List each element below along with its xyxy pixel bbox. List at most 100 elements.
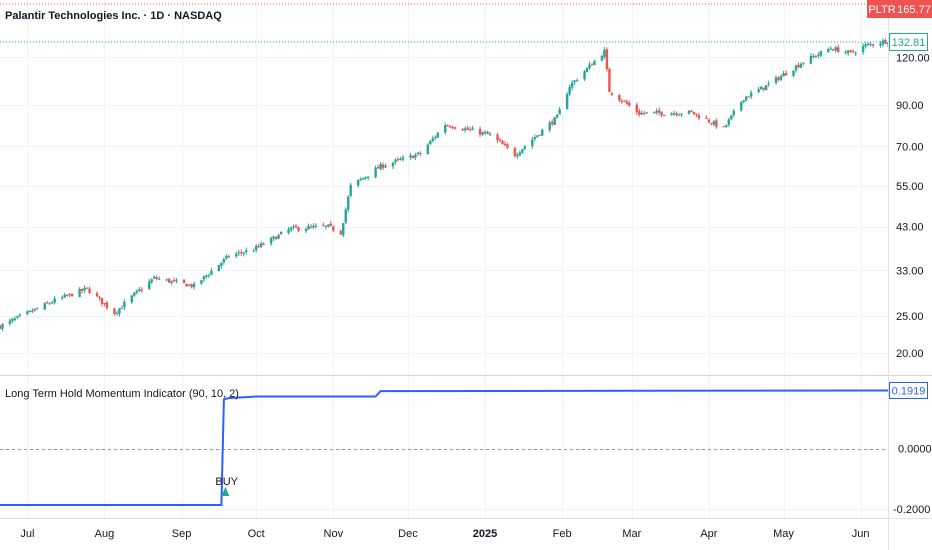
candle [329, 220, 333, 227]
candle [645, 112, 648, 115]
candle [322, 222, 325, 227]
candle [834, 45, 837, 53]
candle [187, 284, 191, 287]
candle [0, 324, 2, 330]
candle [240, 249, 243, 256]
candle [672, 110, 676, 117]
candle [740, 100, 743, 112]
indicator-axis[interactable]: 0.0000 -0.2000 [893, 444, 932, 516]
candle [294, 224, 298, 228]
candle [379, 162, 382, 171]
candle [165, 278, 168, 282]
candle [426, 143, 430, 155]
candle [374, 165, 377, 179]
candle [573, 79, 576, 85]
candle [120, 305, 124, 309]
time-tick-label: Aug [95, 528, 115, 540]
candle [732, 108, 735, 118]
candle [555, 114, 559, 119]
candle [227, 254, 231, 259]
time-tick-label: Mar [622, 528, 641, 540]
candle [695, 113, 698, 118]
candle [777, 76, 780, 82]
candle [553, 116, 556, 126]
candle [115, 310, 119, 316]
candle [675, 111, 678, 117]
candle [83, 285, 86, 293]
candle [565, 91, 569, 110]
candle [881, 38, 885, 47]
candle [677, 113, 681, 116]
candle [483, 130, 487, 135]
candle [657, 107, 661, 116]
candle [757, 86, 760, 94]
candle [235, 251, 238, 259]
candle [200, 279, 203, 285]
candle [60, 295, 64, 301]
candle [53, 295, 56, 305]
candle [409, 152, 412, 160]
candle [687, 110, 691, 115]
candle [453, 126, 457, 130]
time-axis[interactable]: Jul Aug Sep Oct Nov Dec 2025 Feb Mar Apr May Jun [20, 528, 869, 540]
candle [68, 293, 71, 298]
candle [105, 300, 109, 310]
candle [118, 308, 121, 317]
candle [854, 51, 857, 56]
candle [847, 50, 850, 56]
candle [782, 70, 785, 77]
candle [13, 316, 17, 322]
candle [851, 49, 855, 54]
candle [309, 224, 313, 229]
candle [640, 110, 643, 115]
candle [356, 179, 360, 188]
candle [516, 152, 519, 159]
indicator-title[interactable]: Long Term Hold Momentum Indicator (90, 1… [5, 388, 239, 400]
candle [610, 92, 614, 97]
candle [506, 142, 509, 150]
candle [1, 323, 4, 332]
candle [605, 47, 609, 72]
candle [123, 298, 126, 311]
candle [784, 70, 788, 76]
price-axis[interactable]: 120.00 90.00 70.00 55.00 43.00 33.00 25.00 20.0… [896, 52, 930, 360]
candle [819, 50, 823, 58]
candle [817, 52, 820, 59]
candle [548, 120, 551, 133]
buy-label: BUY [215, 476, 238, 488]
candle [869, 41, 872, 47]
candle [570, 80, 574, 91]
candle [471, 125, 474, 131]
candle [255, 244, 258, 253]
candle [451, 125, 454, 130]
symbol-badge-label: PLTR [868, 4, 895, 16]
candle [809, 53, 813, 65]
candle [207, 274, 211, 279]
candle [98, 295, 101, 301]
price-tick-label: 55.00 [896, 181, 924, 193]
time-tick-label: Jun [852, 528, 870, 540]
candle [414, 152, 417, 161]
candle [812, 53, 815, 59]
candle [643, 110, 646, 116]
candle [245, 247, 248, 255]
candle [359, 177, 362, 181]
candle [498, 137, 502, 142]
last-close-value: 132.81 [892, 37, 926, 49]
candle [140, 286, 143, 293]
candle [11, 317, 14, 324]
candle [797, 62, 800, 69]
candle [289, 226, 293, 233]
candle [730, 115, 733, 121]
candle [670, 112, 673, 116]
candle [133, 291, 136, 297]
candle [762, 87, 765, 92]
time-tick-label: Oct [248, 528, 265, 540]
candle [170, 280, 173, 285]
candle [727, 117, 731, 128]
candle [182, 279, 186, 284]
time-tick-label: May [773, 528, 794, 540]
candle [551, 119, 554, 127]
candle [588, 61, 591, 70]
candle [190, 283, 193, 289]
